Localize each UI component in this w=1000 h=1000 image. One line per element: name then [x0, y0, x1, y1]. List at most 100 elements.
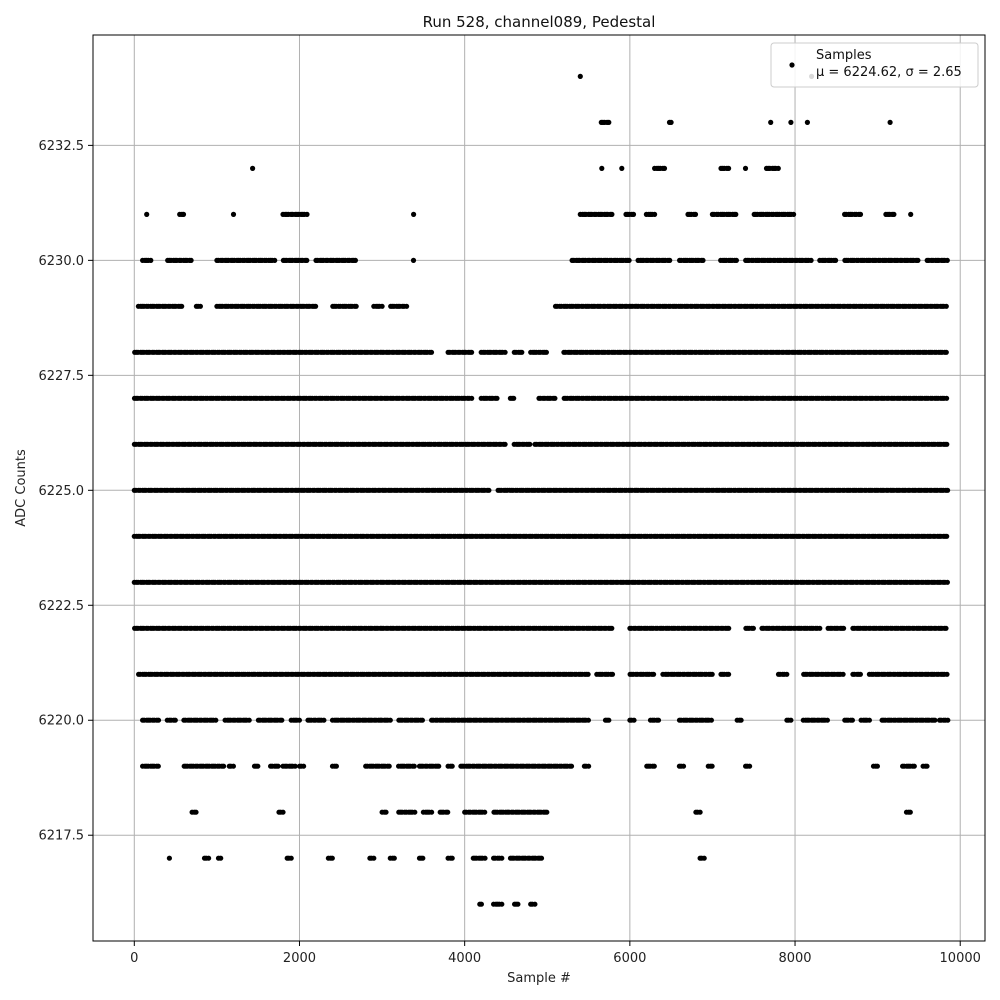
- sample-point: [486, 487, 492, 493]
- sample-point: [213, 717, 219, 723]
- plot-frame: [92, 34, 986, 942]
- sample-point: [857, 671, 864, 677]
- sample-point: [296, 717, 302, 723]
- sample-point: [449, 763, 455, 769]
- sample-point: [726, 625, 732, 631]
- sample-point: [599, 165, 605, 171]
- sample-point: [791, 211, 797, 217]
- sample-point: [609, 671, 616, 677]
- sample-point: [652, 211, 658, 217]
- sample-point: [944, 671, 950, 677]
- y-tick-label: 6217.5: [39, 829, 85, 844]
- sample-point: [911, 763, 917, 769]
- sample-point: [651, 671, 657, 677]
- sample-point: [221, 763, 227, 769]
- y-tick-label: 6230.0: [39, 254, 85, 269]
- sample-point: [943, 303, 949, 309]
- sample-point: [788, 119, 794, 125]
- sample-point: [329, 855, 335, 861]
- sample-point: [841, 625, 847, 631]
- sample-point: [391, 855, 397, 861]
- sample-point: [788, 717, 794, 723]
- x-axis-ticks: 0 2000 4000 6000 8000 10000: [130, 941, 981, 966]
- sample-point: [708, 717, 715, 723]
- sample-point: [469, 349, 475, 355]
- sample-point: [179, 303, 185, 309]
- sample-point: [502, 441, 508, 447]
- y-tick-label: 6222.5: [39, 599, 85, 614]
- sample-point: [411, 763, 417, 769]
- sample-point: [482, 809, 488, 815]
- sample-point: [874, 763, 881, 769]
- sample-point: [148, 257, 154, 263]
- chart-title: Run 528, channel089, Pedestal: [423, 13, 656, 31]
- sample-point: [428, 349, 435, 355]
- sample-point: [833, 257, 839, 263]
- sample-point: [410, 257, 417, 263]
- sample-point: [907, 809, 913, 815]
- y-tick-label: 6227.5: [39, 369, 85, 384]
- sample-point: [915, 257, 921, 263]
- sample-point: [230, 211, 237, 217]
- legend-stats: μ = 6224.62, σ = 2.65: [816, 65, 962, 80]
- sample-point: [944, 257, 950, 263]
- sample-point: [255, 763, 261, 769]
- y-tick-label: 6225.0: [39, 484, 85, 499]
- sample-point: [155, 717, 162, 723]
- sample-point: [817, 625, 823, 631]
- sample-point: [750, 625, 757, 631]
- sample-point: [527, 441, 533, 447]
- sample-point: [246, 717, 252, 723]
- sample-point: [808, 257, 814, 263]
- sample-point: [499, 901, 505, 907]
- sample-point: [419, 717, 425, 723]
- sample-point: [747, 763, 753, 769]
- sample-point: [180, 211, 187, 217]
- sample-point: [738, 717, 744, 723]
- sample-point: [502, 349, 508, 355]
- sample-point: [250, 165, 256, 171]
- sample-point: [478, 901, 484, 907]
- sample-point: [469, 395, 475, 401]
- sample-point: [667, 257, 673, 263]
- sample-point: [733, 211, 739, 217]
- sample-point: [866, 717, 873, 723]
- sample-point: [775, 165, 781, 171]
- sample-point: [742, 165, 749, 171]
- sample-point: [383, 809, 389, 815]
- sample-point: [193, 809, 199, 815]
- sample-point: [945, 487, 951, 493]
- sample-point: [371, 855, 377, 861]
- sample-point: [924, 763, 930, 769]
- sample-point: [166, 855, 172, 861]
- sample-point: [197, 303, 203, 309]
- sample-point: [499, 855, 505, 861]
- sample-point: [379, 303, 385, 309]
- sample-point: [655, 717, 662, 723]
- sample-point: [544, 809, 550, 815]
- sample-point: [944, 533, 950, 539]
- sample-point: [279, 717, 285, 723]
- sample-point: [606, 119, 612, 125]
- sample-point: [272, 257, 278, 263]
- sample-point: [538, 855, 545, 861]
- sample-point: [943, 625, 949, 631]
- sample-point: [692, 211, 699, 217]
- sample-point: [288, 855, 294, 861]
- sample-point: [304, 257, 310, 263]
- legend-marker: [789, 62, 795, 68]
- sample-point: [420, 855, 426, 861]
- sample-point: [944, 441, 950, 447]
- sample-point: [206, 855, 212, 861]
- sample-point: [532, 901, 538, 907]
- sample-point: [436, 763, 442, 769]
- sample-point: [445, 809, 451, 815]
- sample-point: [661, 165, 668, 171]
- sample-point: [680, 763, 687, 769]
- legend: Samples μ = 6224.62, σ = 2.65: [770, 42, 979, 88]
- sample-point: [519, 349, 525, 355]
- sample-point: [292, 763, 298, 769]
- sample-point: [668, 119, 674, 125]
- x-tick-label: 0: [130, 951, 138, 966]
